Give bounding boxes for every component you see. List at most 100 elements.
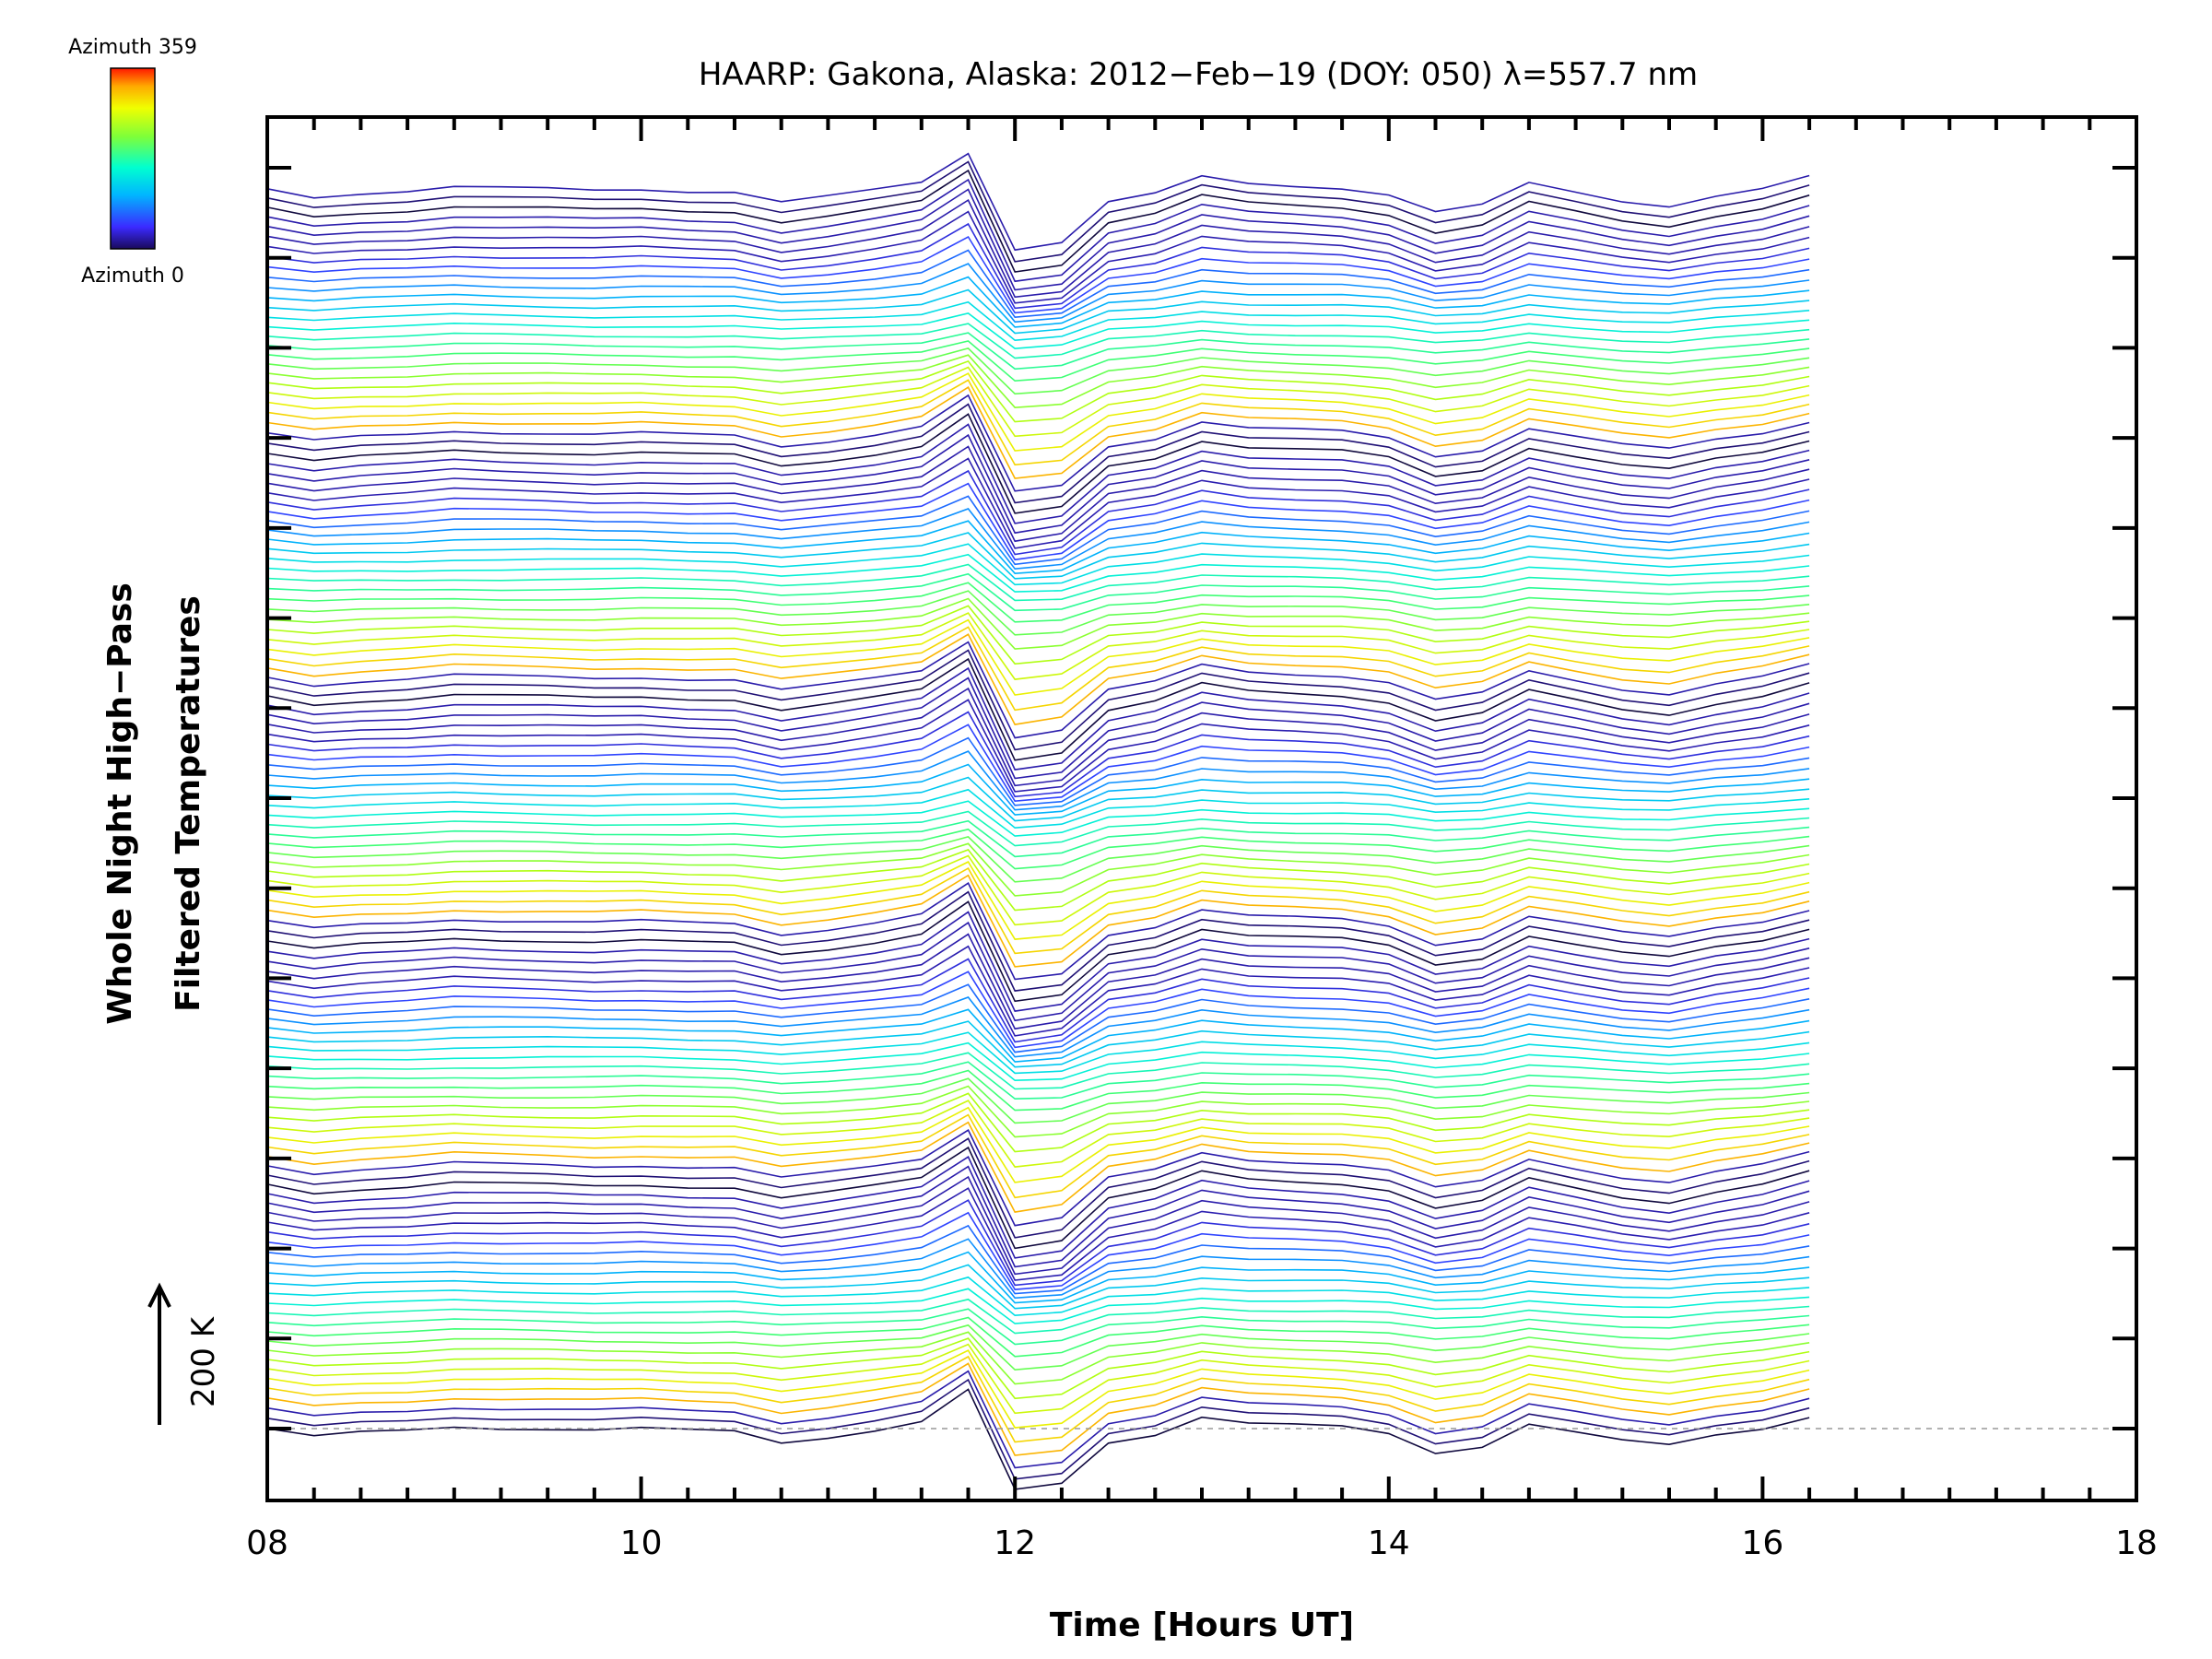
series-line-105	[266, 372, 1810, 452]
series-line-107	[266, 359, 1810, 423]
series-line-109	[266, 347, 1810, 395]
series-line-30	[266, 1106, 1810, 1183]
series-line-42	[266, 996, 1810, 1058]
series-line-67	[266, 750, 1810, 811]
series-line-126	[266, 160, 1810, 263]
x-tick-label: 14	[1368, 1524, 1410, 1562]
series-line-77	[266, 641, 1810, 739]
series-line-79	[266, 626, 1810, 712]
series-line-43	[266, 983, 1810, 1053]
series-line-36	[266, 1061, 1810, 1100]
series-line-70	[266, 711, 1810, 798]
x-tick-label: 16	[1741, 1524, 1783, 1562]
y-axis-label-line2: Filtered Temperatures	[170, 595, 207, 1012]
series-line-96	[266, 457, 1810, 549]
series-line-56	[266, 854, 1810, 926]
x-tick-label: 18	[2115, 1524, 2158, 1562]
series-line-66	[266, 763, 1810, 816]
series-line-54	[266, 867, 1810, 955]
series-line-60	[266, 828, 1810, 870]
series-line-103	[266, 386, 1810, 479]
series-line-28	[266, 1121, 1810, 1213]
series-line-63	[266, 800, 1810, 837]
series-line-117	[266, 263, 1810, 324]
series-line-115	[266, 288, 1810, 335]
series-line-29	[266, 1113, 1810, 1199]
series-line-11	[266, 1308, 1810, 1346]
series-line-16	[266, 1251, 1810, 1304]
series-line-94	[266, 482, 1810, 561]
series-line-124	[266, 178, 1810, 283]
series-line-34	[266, 1077, 1810, 1124]
series-line-27	[266, 1129, 1810, 1227]
series-line-24	[266, 1156, 1810, 1259]
series-line-99	[266, 423, 1810, 524]
series-line-4	[266, 1355, 1810, 1443]
series-line-86	[266, 572, 1810, 612]
series-line-19	[266, 1211, 1810, 1290]
series-line-14	[266, 1276, 1810, 1317]
series-line-3	[266, 1362, 1810, 1456]
series-line-13	[266, 1288, 1810, 1324]
series-line-93	[266, 495, 1810, 566]
series-line-15	[266, 1264, 1810, 1310]
series-line-92	[266, 508, 1810, 571]
series-line-122	[266, 198, 1810, 299]
series-layer	[266, 152, 1810, 1490]
series-line-48	[266, 921, 1810, 1022]
series-line-1	[266, 1378, 1810, 1480]
series-line-80	[266, 618, 1810, 696]
series-line-116	[266, 276, 1810, 328]
series-line-113	[266, 312, 1810, 350]
series-line-64	[266, 788, 1810, 830]
x-ticks	[265, 117, 2138, 1500]
series-line-83	[266, 597, 1810, 650]
series-line-31	[266, 1100, 1810, 1168]
series-line-87	[266, 563, 1810, 602]
series-line-121	[266, 210, 1810, 304]
series-line-85	[266, 582, 1810, 623]
y-axis-label-line1: Whole Night High−Pass	[101, 582, 139, 1025]
series-line-23	[266, 1165, 1810, 1268]
series-line-5	[266, 1349, 1810, 1429]
series-line-84	[266, 590, 1810, 636]
series-line-106	[266, 366, 1810, 438]
series-line-8	[266, 1331, 1810, 1385]
series-line-57	[266, 849, 1810, 912]
series-line-10	[266, 1316, 1810, 1358]
colorbar-bottom-label: Azimuth 0	[81, 265, 184, 288]
series-line-18	[266, 1224, 1810, 1295]
series-line-7	[266, 1337, 1810, 1400]
series-line-44	[266, 971, 1810, 1049]
x-axis-label: Time [Hours UT]	[1050, 1606, 1354, 1644]
series-line-101	[266, 403, 1810, 504]
series-line-73	[266, 677, 1810, 780]
series-line-88	[266, 553, 1810, 593]
series-line-123	[266, 188, 1810, 291]
series-line-100	[266, 413, 1810, 514]
series-line-81	[266, 612, 1810, 680]
series-line-72	[266, 687, 1810, 787]
series-line-52	[266, 882, 1810, 981]
series-line-17	[266, 1238, 1810, 1300]
series-line-111	[266, 332, 1810, 371]
series-line-110	[266, 340, 1810, 382]
series-line-39	[266, 1031, 1810, 1075]
series-line-25	[266, 1146, 1810, 1250]
x-tick-label: 08	[246, 1524, 288, 1562]
series-line-9	[266, 1324, 1810, 1371]
series-line-74	[266, 666, 1810, 771]
series-line-68	[266, 736, 1810, 806]
colorbar-gradient	[110, 67, 156, 250]
series-line-38	[266, 1041, 1810, 1082]
series-line-20	[266, 1199, 1810, 1287]
series-line-98	[266, 433, 1810, 535]
series-line-125	[266, 169, 1810, 273]
series-line-40	[266, 1020, 1810, 1068]
series-line-90	[266, 532, 1810, 580]
series-line-82	[266, 605, 1810, 665]
series-line-6	[266, 1343, 1810, 1415]
series-line-89	[266, 543, 1810, 586]
series-line-71	[266, 699, 1810, 793]
